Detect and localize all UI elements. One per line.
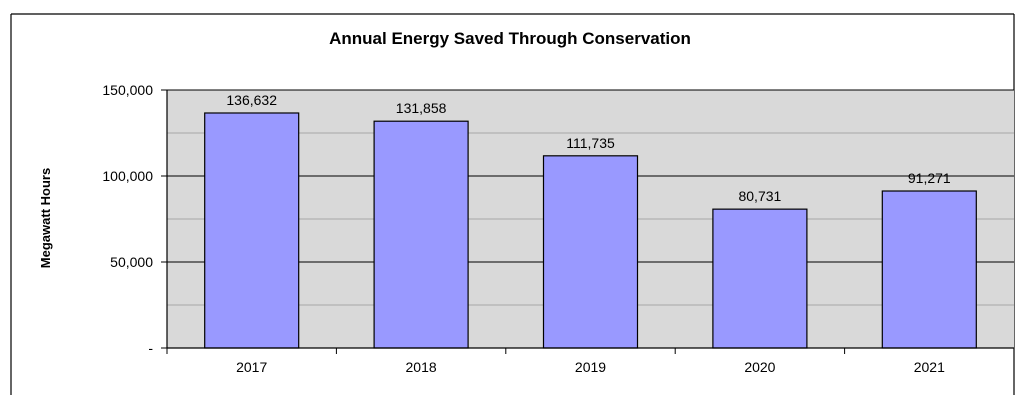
bar-2021 (881, 190, 977, 349)
y-tick-label: 100,000 (102, 168, 153, 184)
data-label-2019: 111,735 (566, 135, 615, 151)
bar-2020 (712, 208, 808, 349)
bars-layer (204, 112, 977, 349)
data-label-2021: 91,271 (908, 170, 951, 186)
y-axis-label: Megawatt Hours (38, 168, 53, 268)
bar-2019 (542, 155, 639, 349)
data-label-2018: 131,858 (396, 100, 447, 116)
data-label-2017: 136,632 (226, 92, 277, 108)
x-tick-label-2021: 2021 (914, 359, 945, 375)
labels-layer: 136,632 131,858 111,735 80,731 91,271 - 50,000… (102, 82, 951, 375)
y-tick-label: - (148, 340, 153, 356)
axis-layer (161, 89, 1015, 354)
x-tick-label-2017: 2017 (236, 359, 267, 375)
x-tick-label-2018: 2018 (406, 359, 437, 375)
x-tick-label-2020: 2020 (744, 359, 775, 375)
data-label-2020: 80,731 (738, 188, 781, 204)
x-tick-label-2019: 2019 (575, 359, 606, 375)
y-tick-label: 50,000 (110, 254, 153, 270)
bar-2018 (373, 120, 469, 349)
y-tick-label: 150,000 (102, 82, 153, 98)
bar-2017 (204, 112, 300, 349)
chart-title: Annual Energy Saved Through Conservation (329, 29, 691, 48)
